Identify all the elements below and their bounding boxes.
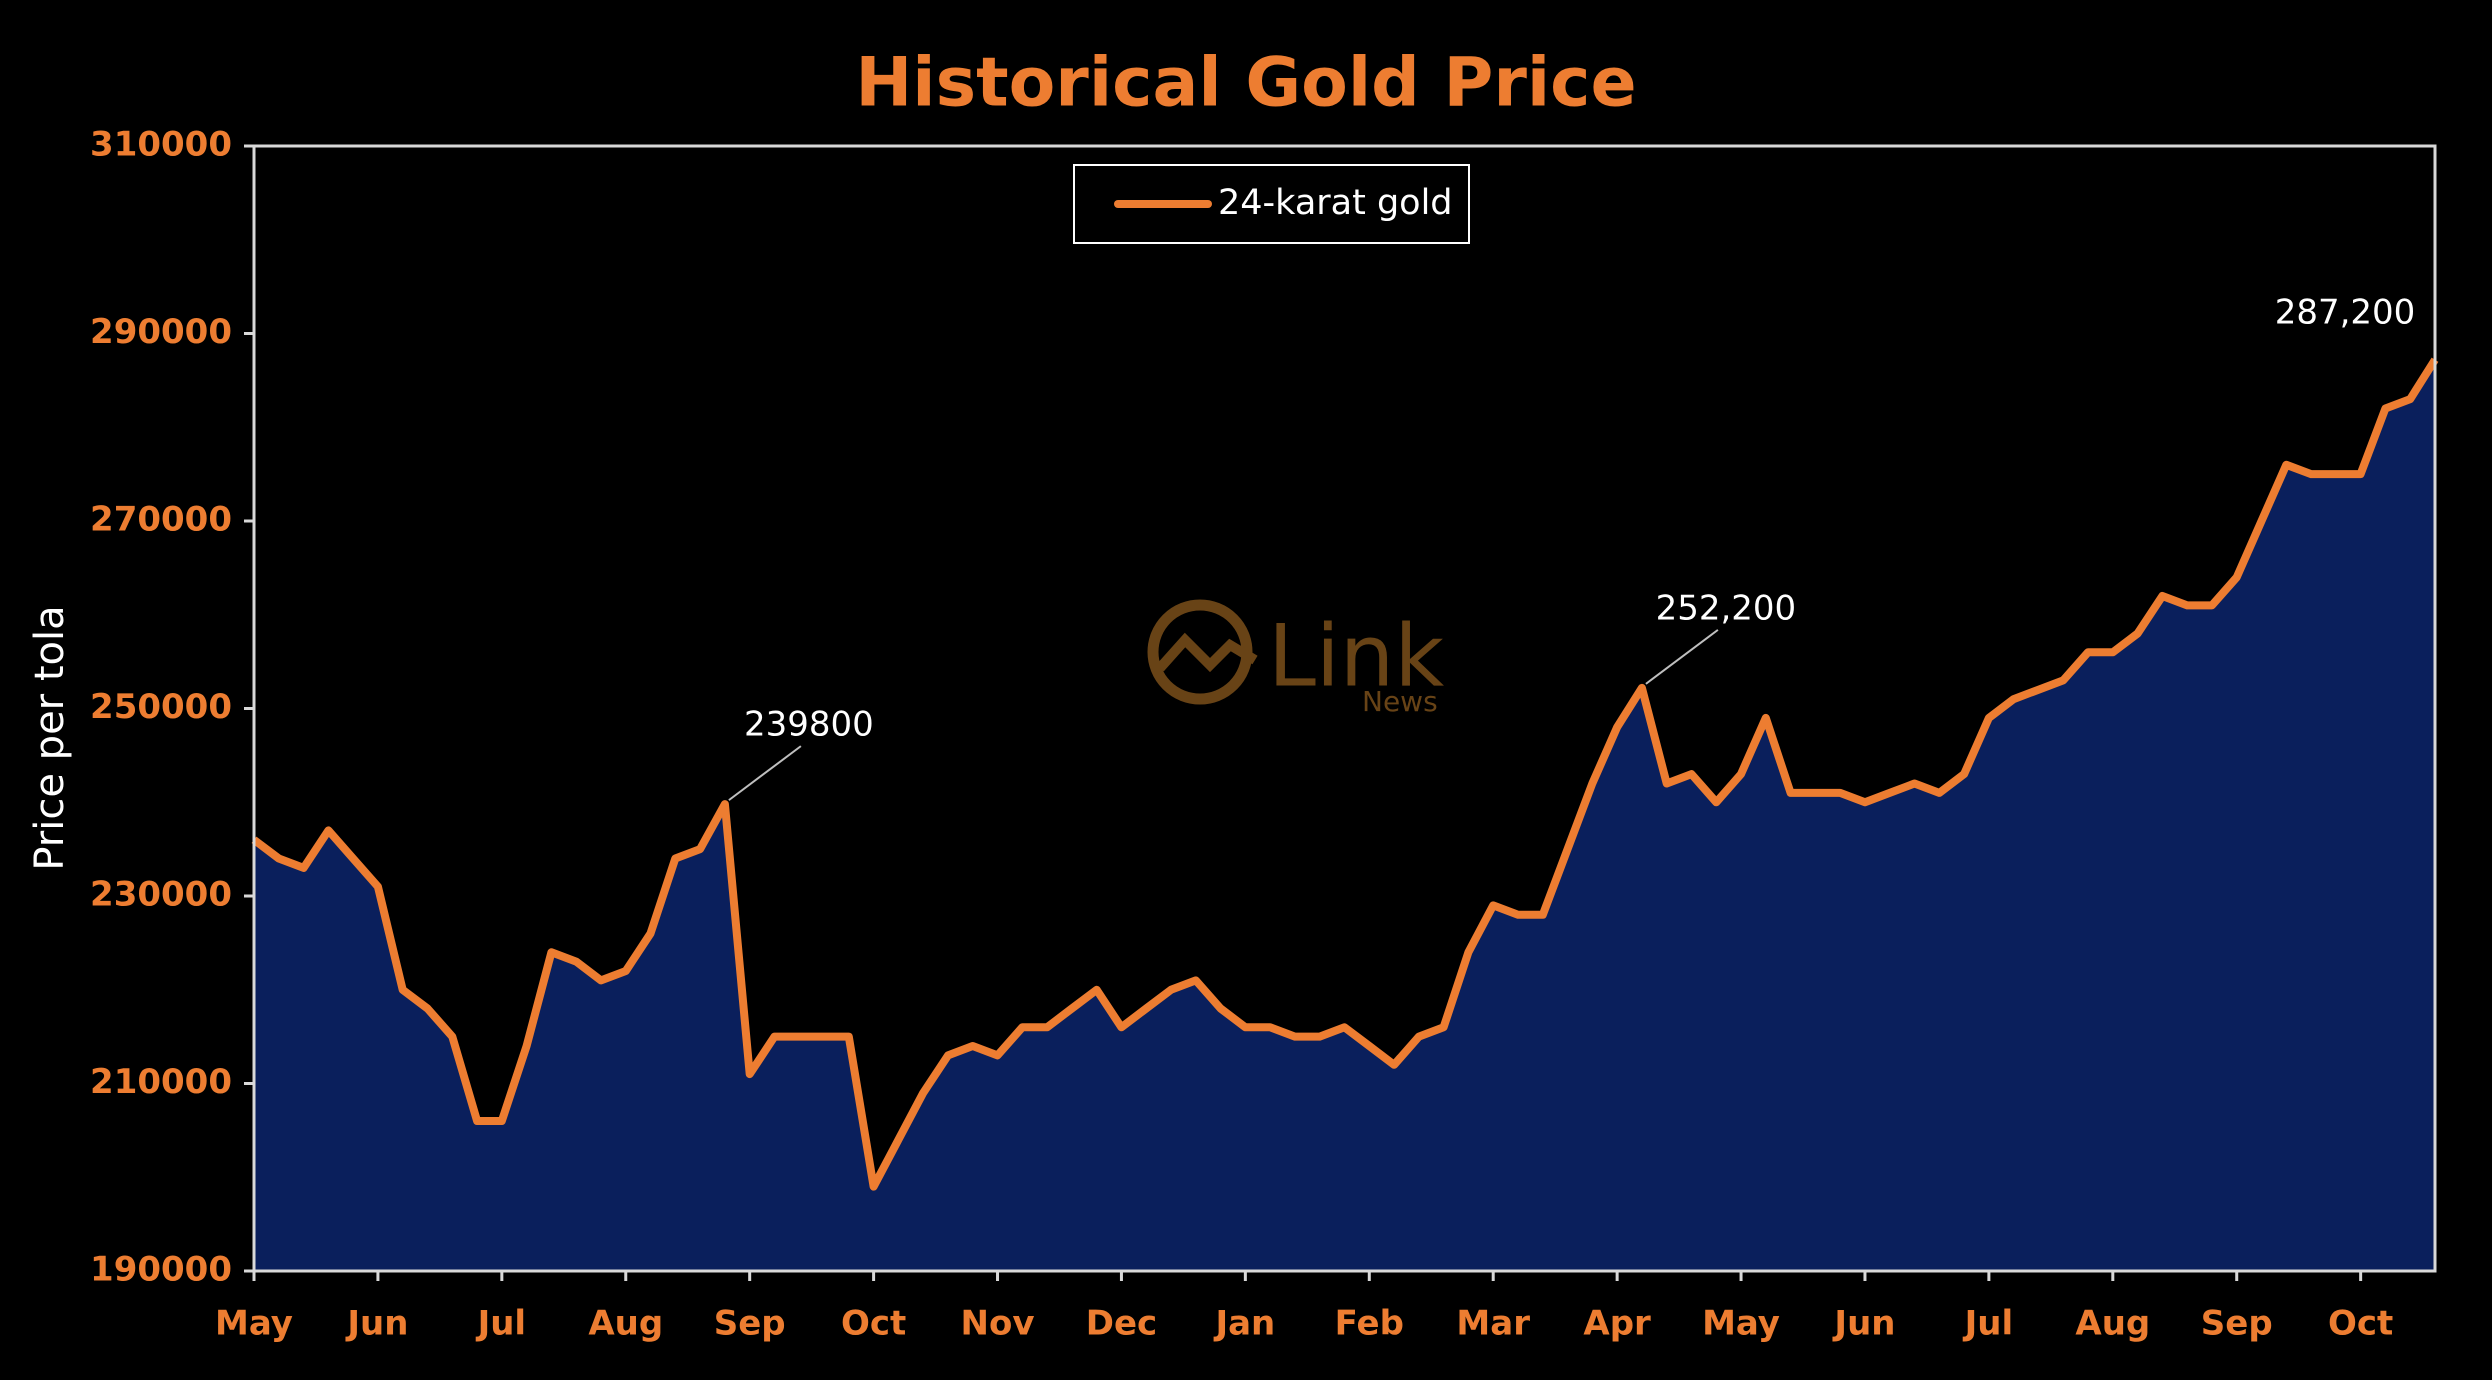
x-tick-label: Nov [961, 1304, 1035, 1344]
watermark: Link News [1147, 599, 1444, 718]
x-tick-label: May [1702, 1304, 1780, 1344]
watermark-subtext: News [1362, 685, 1438, 718]
value-label: 287,200 [2275, 292, 2416, 332]
x-tick-label: Aug [588, 1304, 663, 1344]
x-tick-label: Dec [1086, 1304, 1157, 1344]
x-tick-label: Feb [1335, 1304, 1404, 1344]
x-tick-label: Jul [1963, 1304, 2014, 1344]
y-tick-label: 310000 [90, 125, 232, 165]
watermark-text: Link [1268, 606, 1444, 706]
x-tick-label: Sep [714, 1304, 786, 1344]
watermark-logo-wave [1156, 632, 1258, 673]
leader-line [1645, 629, 1719, 685]
y-axis-label: Price per tola [27, 605, 73, 870]
y-tick-label: 190000 [90, 1250, 232, 1290]
x-tick-label: Oct [841, 1304, 906, 1344]
legend: 24-karat gold [1073, 164, 1470, 244]
value-label: 239800 [744, 705, 874, 745]
x-tick-label: Apr [1583, 1304, 1651, 1344]
line [251, 357, 2439, 1191]
x-tick-label: Jun [345, 1304, 408, 1344]
y-tick-label: 270000 [90, 500, 232, 540]
leader-line [728, 745, 802, 801]
y-tick-label: 290000 [90, 312, 232, 352]
legend-label: 24-karat gold [1218, 183, 1453, 223]
value-label: 252,200 [1656, 588, 1797, 628]
y-tick-label: 230000 [90, 875, 232, 915]
x-tick-label: Oct [2328, 1304, 2393, 1344]
x-tick-label: Jan [1213, 1304, 1275, 1344]
plot-area: 239800 252,200 287,200 190000 210000 230000 25… [90, 125, 2439, 1344]
y-tick-label: 250000 [90, 687, 232, 727]
x-tick-label: May [215, 1304, 293, 1344]
x-tick-label: Jul [476, 1304, 527, 1344]
x-tick-label: Jun [1832, 1304, 1895, 1344]
y-tick-label: 210000 [90, 1062, 232, 1102]
x-tick-label: Aug [2075, 1304, 2150, 1344]
x-tick-label: Mar [1456, 1304, 1530, 1344]
area [254, 359, 2435, 1271]
chart-title: Historical Gold Price [855, 44, 1636, 123]
x-tick-label: Sep [2201, 1304, 2273, 1344]
